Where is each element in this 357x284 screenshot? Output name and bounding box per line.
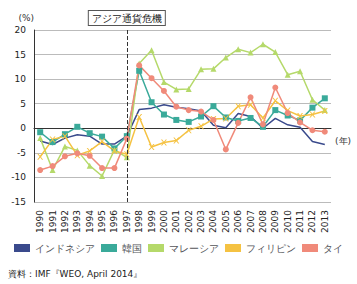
svg-text:-10: -10 [11, 172, 26, 182]
svg-text:20: 20 [15, 25, 27, 35]
svg-text:2001: 2001 [171, 210, 181, 233]
svg-text:15: 15 [15, 50, 26, 60]
svg-text:タイ: タイ [323, 243, 343, 254]
svg-text:インドネシア: インドネシア [35, 243, 95, 254]
svg-text:アジア通貨危機: アジア通貨危機 [92, 13, 162, 24]
svg-text:1994: 1994 [85, 210, 95, 233]
svg-text:2009: 2009 [270, 210, 280, 233]
svg-text:1996: 1996 [109, 210, 119, 233]
svg-text:2005: 2005 [221, 210, 231, 233]
svg-text:1993: 1993 [72, 210, 82, 233]
svg-text:10: 10 [15, 74, 27, 84]
svg-text:2008: 2008 [258, 210, 268, 233]
svg-text:(年): (年) [335, 136, 351, 146]
svg-text:資料：IMF『WEO, April 2014』: 資料：IMF『WEO, April 2014』 [8, 269, 142, 279]
svg-text:1992: 1992 [60, 210, 70, 233]
svg-text:1990: 1990 [35, 210, 45, 233]
svg-text:2004: 2004 [208, 210, 218, 233]
svg-text:2003: 2003 [196, 210, 206, 233]
svg-text:-15: -15 [11, 197, 26, 207]
svg-text:1999: 1999 [147, 210, 157, 233]
svg-text:2011: 2011 [295, 210, 305, 233]
svg-text:(%): (%) [18, 13, 34, 23]
svg-text:2000: 2000 [159, 210, 169, 233]
svg-text:2012: 2012 [307, 210, 317, 233]
svg-text:2007: 2007 [246, 210, 256, 233]
svg-text:2010: 2010 [283, 210, 293, 233]
svg-text:1991: 1991 [48, 210, 58, 233]
svg-text:2006: 2006 [233, 210, 243, 233]
svg-text:5: 5 [20, 99, 26, 109]
svg-text:マレーシア: マレーシア [169, 243, 219, 254]
svg-text:0: 0 [20, 123, 26, 133]
svg-text:1997: 1997 [122, 210, 132, 233]
svg-text:-5: -5 [17, 148, 26, 158]
svg-text:1995: 1995 [97, 210, 107, 233]
svg-text:フィリピン: フィリピン [246, 243, 296, 254]
svg-text:2002: 2002 [184, 210, 194, 233]
svg-text:韓国: 韓国 [122, 243, 142, 254]
svg-text:2013: 2013 [320, 210, 330, 233]
svg-text:1998: 1998 [134, 210, 144, 233]
